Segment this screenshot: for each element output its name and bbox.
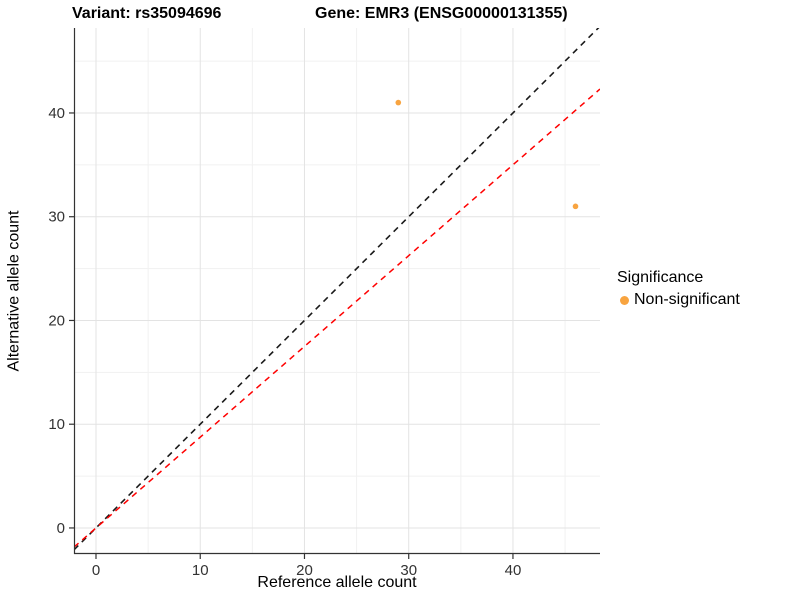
legend: Significance Non-significant	[617, 269, 740, 309]
y-tick-label: 40	[48, 105, 65, 122]
y-axis-title: Alternative allele count	[5, 210, 23, 372]
x-axis-title: Reference allele count	[257, 574, 417, 591]
y-tick-label: 20	[48, 312, 65, 329]
legend-item: Non-significant	[617, 291, 740, 309]
x-tick-label: 30	[400, 562, 417, 579]
y-tick-label: 10	[48, 416, 65, 433]
plot-title-gene: Gene: EMR3 (ENSG00000131355)	[315, 5, 568, 22]
y-tick-label: 30	[48, 209, 65, 226]
y-tick-label: 0	[57, 520, 65, 537]
legend-item-label: Non-significant	[634, 291, 740, 308]
y-axis-title-wrap: Alternative allele count	[4, 28, 24, 554]
legend-title: Significance	[617, 269, 704, 286]
x-tick-label: 0	[92, 562, 100, 579]
x-tick-label: 10	[192, 562, 209, 579]
x-tick-label: 40	[505, 562, 522, 579]
data-point	[395, 99, 402, 106]
plot-title-variant: Variant: rs35094696	[72, 5, 222, 22]
legend-point-icon	[620, 295, 629, 305]
data-point	[572, 203, 579, 210]
ratio-line	[74, 88, 600, 548]
x-tick-label: 20	[296, 562, 313, 579]
identity-line	[74, 28, 600, 551]
plot-panel: 0 10 20 30 40 0 10 20 30 40	[48, 28, 600, 579]
